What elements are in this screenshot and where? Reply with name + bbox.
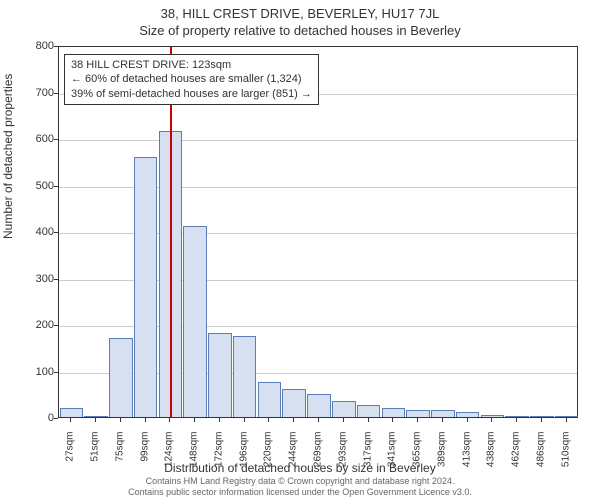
histogram-bar [555,416,579,417]
y-tick-label: 400 [30,226,54,238]
x-tick-mark [442,418,443,422]
x-tick-mark [541,418,542,422]
x-tick-mark [268,418,269,422]
y-tick-label: 700 [30,87,54,99]
x-tick-mark [343,418,344,422]
x-tick-mark [491,418,492,422]
x-tick-mark [120,418,121,422]
footer-attribution: Contains HM Land Registry data © Crown c… [0,476,600,498]
annotation-line-3: 39% of semi-detached houses are larger (… [71,87,312,101]
histogram-bar [357,405,381,417]
x-tick-mark [70,418,71,422]
x-axis-label: Distribution of detached houses by size … [0,461,600,475]
histogram-bar [84,416,108,417]
histogram-bar [332,401,356,417]
y-tick-mark [54,418,58,419]
histogram-bar [134,157,158,417]
x-tick-mark [169,418,170,422]
x-tick-mark [368,418,369,422]
x-tick-mark [194,418,195,422]
histogram-bar [505,416,529,417]
histogram-bar [481,415,505,417]
x-tick-mark [244,418,245,422]
y-axis-label: Number of detached properties [1,74,15,239]
y-tick-label: 800 [30,40,54,52]
histogram-bar [183,226,207,417]
histogram-bar [431,410,455,417]
x-tick-mark [516,418,517,422]
histogram-bar [258,382,282,417]
histogram-bar [406,410,430,417]
grid-line [59,140,577,141]
y-tick-label: 500 [30,180,54,192]
x-tick-mark [145,418,146,422]
annotation-line-1: 38 HILL CREST DRIVE: 123sqm [71,58,312,72]
x-tick-mark [467,418,468,422]
y-tick-label: 300 [30,273,54,285]
histogram-bar [382,408,406,417]
x-tick-mark [318,418,319,422]
x-tick-mark [566,418,567,422]
histogram-bar [233,336,257,417]
y-tick-label: 600 [30,133,54,145]
y-tick-label: 200 [30,319,54,331]
x-tick-mark [219,418,220,422]
y-tick-label: 100 [30,366,54,378]
histogram-bar [60,408,84,417]
annotation-box: 38 HILL CREST DRIVE: 123sqm ← 60% of det… [64,54,319,105]
x-tick-mark [392,418,393,422]
histogram-bar [530,416,554,417]
y-tick-label: 0 [30,412,54,424]
histogram-bar [109,338,133,417]
footer-line-1: Contains HM Land Registry data © Crown c… [0,476,600,487]
footer-line-2: Contains public sector information licen… [0,487,600,498]
x-tick-mark [95,418,96,422]
chart-title-sub: Size of property relative to detached ho… [0,21,600,38]
x-tick-mark [293,418,294,422]
histogram-bar [282,389,306,417]
histogram-bar [307,394,331,417]
histogram-bar [208,333,232,417]
histogram-bar [456,412,480,417]
chart-title-main: 38, HILL CREST DRIVE, BEVERLEY, HU17 7JL [0,0,600,21]
annotation-line-2: ← 60% of detached houses are smaller (1,… [71,72,312,86]
x-tick-mark [417,418,418,422]
chart-container: 38, HILL CREST DRIVE, BEVERLEY, HU17 7JL… [0,0,600,500]
